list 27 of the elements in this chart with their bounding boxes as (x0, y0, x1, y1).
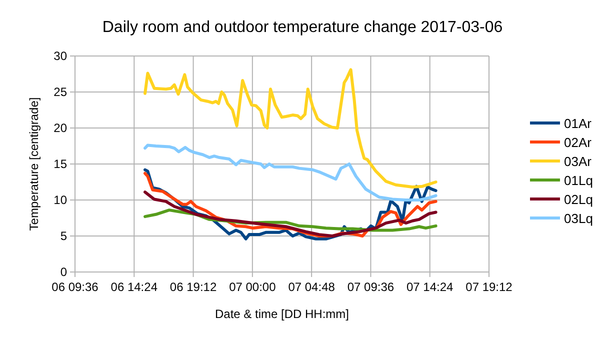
y-tick-label: 15 (54, 157, 68, 171)
y-tick-label: 25 (54, 85, 68, 99)
x-tick-label: 07 14:24 (406, 280, 454, 294)
legend-label: 01Ar (564, 116, 592, 131)
legend-label: 03Ar (564, 154, 592, 169)
y-tick-label: 10 (54, 193, 68, 207)
x-tick-label: 06 19:12 (170, 280, 217, 294)
y-tick-label: 30 (54, 49, 68, 63)
legend-label: 02Lq (564, 192, 593, 207)
y-tick-label: 0 (60, 265, 68, 279)
x-tick-label: 07 09:36 (347, 280, 394, 294)
line-series (144, 144, 438, 202)
line-series (144, 68, 438, 189)
legend-label: 01Lq (564, 173, 593, 188)
y-tick-label: 20 (54, 121, 68, 135)
x-axis-title: Date & time [DD HH:mm] (214, 307, 350, 321)
x-tick-label: 06 09:36 (52, 280, 99, 294)
line-series (144, 190, 438, 238)
x-tick-label: 07 04:48 (288, 280, 336, 294)
x-tick-label: 07 19:12 (466, 280, 513, 294)
legend-label: 02Ar (564, 135, 592, 150)
chart-title: Daily room and outdoor temperature change 2017-03-06 (102, 19, 503, 36)
x-tick-label: 07 00:00 (229, 280, 276, 294)
y-tick-label: 5 (60, 229, 68, 243)
legend-label: 03Lq (564, 211, 593, 226)
y-axis-title: Temperature [centigrade] (27, 97, 41, 231)
x-tick-label: 06 14:24 (110, 280, 158, 294)
